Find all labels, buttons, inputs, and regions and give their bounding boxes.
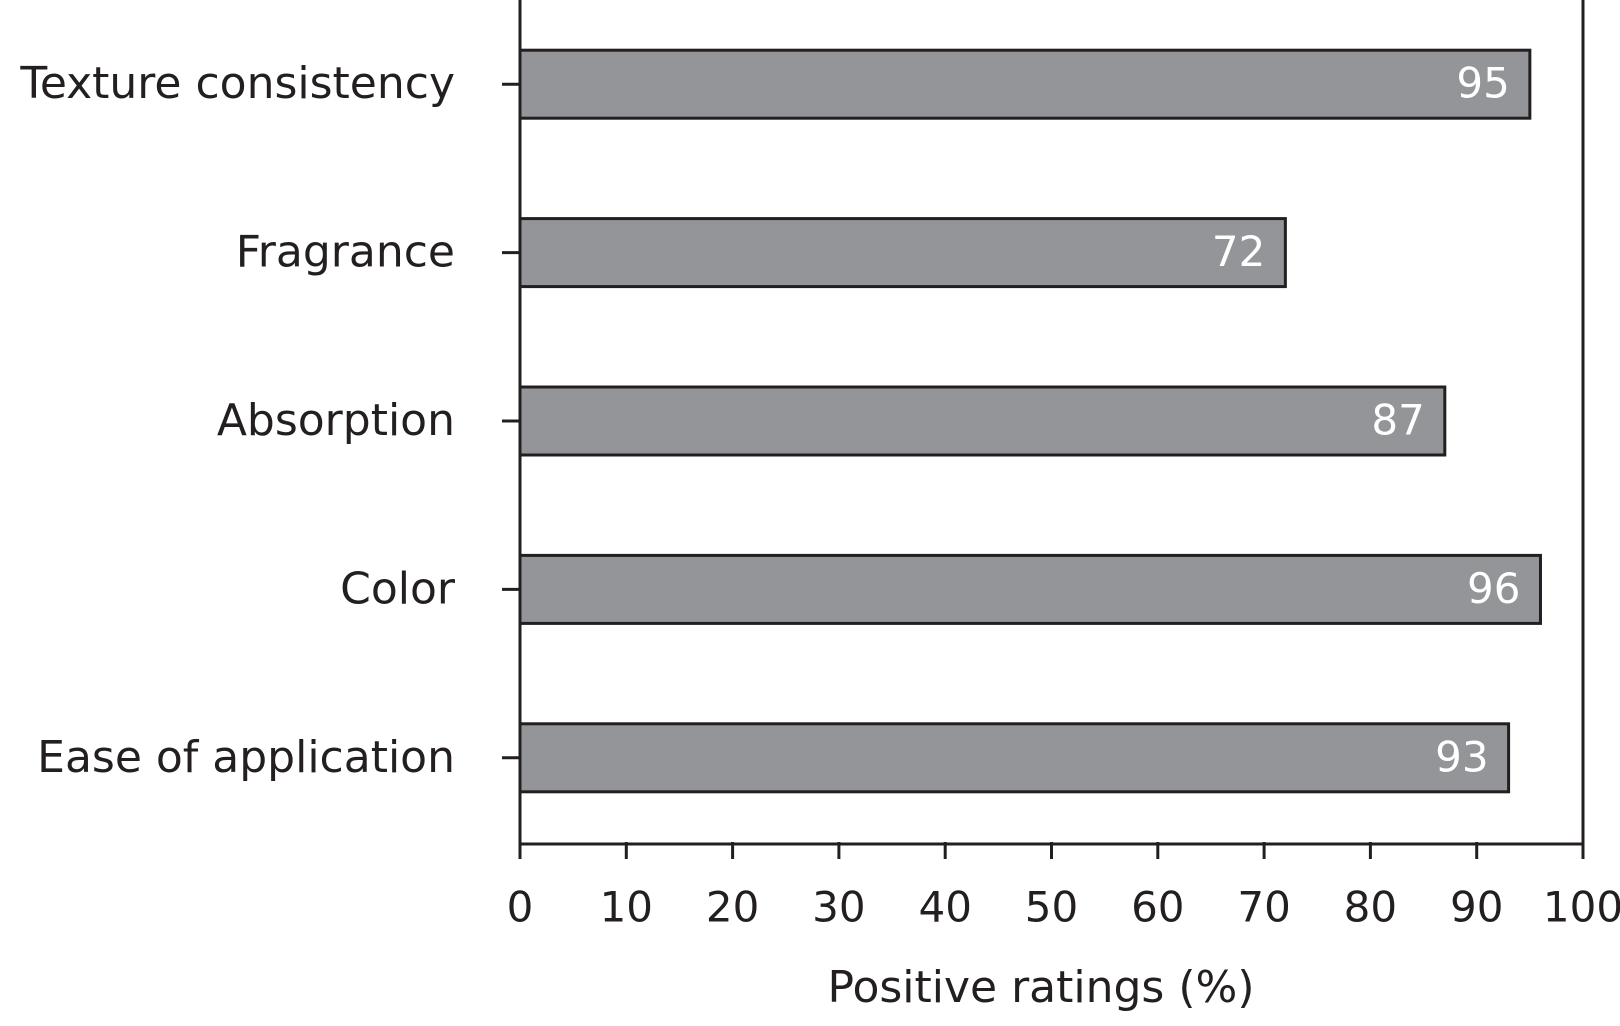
x-tick-label: 20 <box>706 883 759 932</box>
value-label: 95 <box>1456 59 1509 108</box>
x-tick-label: 80 <box>1344 883 1397 932</box>
x-tick-label: 70 <box>1237 883 1290 932</box>
value-label: 72 <box>1212 227 1265 276</box>
bar <box>518 553 1542 625</box>
bar <box>518 48 1532 120</box>
bar <box>518 385 1447 457</box>
y-tick-label: Ease of application <box>37 732 455 783</box>
value-label: 87 <box>1371 396 1424 445</box>
x-tick-label: 50 <box>1025 883 1078 932</box>
bar <box>518 217 1287 289</box>
x-tick-label: 0 <box>507 883 534 932</box>
x-tick-label: 60 <box>1131 883 1184 932</box>
x-tick-label: 90 <box>1450 883 1503 932</box>
y-tick-label: Absorption <box>217 395 455 446</box>
value-label: 96 <box>1467 564 1520 613</box>
x-tick-label: 40 <box>918 883 971 932</box>
value-label: 93 <box>1435 732 1488 781</box>
y-tick-label: Texture consistency <box>19 58 455 109</box>
x-tick-label: 10 <box>600 883 653 932</box>
x-tick-label: 100 <box>1543 883 1620 932</box>
y-tick-label: Fragrance <box>236 227 455 278</box>
x-axis-title: Positive ratings (%) <box>827 962 1254 1013</box>
x-tick-label: 30 <box>812 883 865 932</box>
y-tick-label: Color <box>340 563 456 614</box>
bar <box>518 722 1511 794</box>
